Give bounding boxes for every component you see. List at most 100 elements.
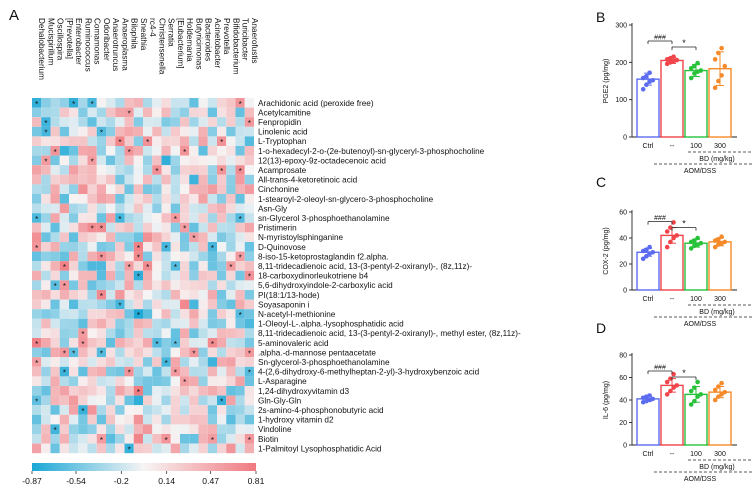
heatmap-cell (189, 232, 199, 242)
heatmap-cell (96, 270, 106, 281)
heatmap-cell (170, 290, 180, 300)
heatmap-cell (226, 184, 236, 194)
heatmap-cell (244, 357, 254, 367)
heatmap-cell (115, 309, 125, 319)
heatmap-cell (180, 155, 190, 166)
heatmap-cell (69, 146, 79, 156)
heatmap-cell (161, 366, 171, 377)
heatmap-cell (69, 318, 79, 329)
data-point (719, 45, 724, 51)
heatmap-cell (41, 270, 51, 281)
y-tick-label: 0 (623, 135, 627, 142)
heatmap-cell (170, 98, 180, 108)
heatmap-cell (50, 357, 60, 367)
sig-label: * (682, 368, 686, 378)
heatmap-cell (152, 203, 162, 214)
significance-mark: * (165, 436, 168, 445)
significance-mark: * (174, 263, 177, 272)
heatmap-cell (96, 376, 106, 386)
heatmap-cell (69, 165, 79, 175)
heatmap-cell (78, 347, 88, 358)
heatmap-cell (106, 414, 116, 425)
heatmap-cell (143, 443, 153, 454)
heatmap-cell (189, 242, 199, 252)
heatmap-cell (32, 155, 42, 166)
heatmap-cell (170, 424, 180, 434)
heatmap-cell (106, 194, 116, 204)
heatmap-cell (161, 251, 171, 262)
heatmap-cell (161, 424, 171, 434)
heatmap-cell (180, 328, 190, 338)
heatmap-cell (226, 347, 236, 358)
significance-mark: * (174, 369, 177, 378)
heatmap-cell (115, 232, 125, 242)
heatmap-cell (124, 357, 134, 367)
heatmap-cell (235, 232, 245, 242)
metabolite-label: L-Tryptophan (258, 137, 307, 146)
data-point (644, 73, 649, 79)
data-point (647, 393, 652, 398)
heatmap-cell (32, 280, 42, 290)
heatmap-cell (235, 98, 245, 108)
heatmap-cell (235, 347, 245, 358)
significance-mark: * (100, 129, 103, 138)
heatmap-cell (41, 414, 51, 425)
heatmap-cell (207, 184, 217, 194)
significance-mark: * (137, 311, 140, 320)
heatmap-cell (69, 290, 79, 300)
heatmap-cell (78, 155, 88, 166)
heatmap-cell (198, 261, 208, 271)
heatmap-cell (41, 376, 51, 386)
data-point (695, 60, 700, 66)
heatmap-cell (124, 405, 134, 415)
heatmap-cell (152, 328, 162, 338)
heatmap-cell (226, 328, 236, 338)
heatmap-cell (124, 98, 134, 108)
heatmap-cell (124, 328, 134, 338)
heatmap-cell (198, 165, 208, 175)
heatmap-cell (69, 136, 79, 146)
metabolite-label: L-Asparagine (258, 377, 307, 386)
data-point (716, 78, 721, 84)
heatmap-cell (207, 232, 217, 242)
data-point (644, 253, 649, 259)
heatmap-cell (143, 232, 153, 242)
heatmap-cell (198, 434, 208, 444)
heatmap-cell (78, 136, 88, 146)
heatmap-cell (189, 213, 199, 223)
significance-mark: * (183, 225, 186, 234)
heatmap-cell (50, 155, 60, 166)
heatmap-cell (59, 98, 69, 108)
heatmap-cell (41, 126, 51, 137)
heatmap-cell (41, 98, 51, 108)
heatmap-cell (133, 194, 143, 204)
significance-mark: * (63, 369, 66, 378)
heatmap-cell (50, 395, 60, 406)
heatmap-cell (78, 222, 88, 233)
heatmap-cell (59, 222, 69, 233)
heatmap-cell (106, 98, 116, 108)
heatmap-cell (133, 232, 143, 242)
heatmap: Dehalobacterium Mucispirillum Oscillospira… (22, 18, 521, 486)
data-point (671, 371, 676, 377)
metabolite-label: Gln-Gly-Gln (258, 396, 302, 405)
heatmap-cell (143, 405, 153, 415)
heatmap-cell (96, 261, 106, 271)
heatmap-cell (217, 414, 227, 425)
heatmap-cell (217, 136, 227, 146)
y-tick-label: 300 (615, 23, 627, 30)
heatmap-cell (50, 347, 60, 358)
heatmap-cell (244, 434, 254, 444)
heatmap-cell (143, 338, 153, 348)
metabolite-label: sn-Glycerol 3-phosphoethanolamine (258, 214, 390, 223)
heatmap-cell (161, 184, 171, 194)
data-point (719, 392, 724, 397)
heatmap-cell (69, 232, 79, 242)
significance-mark: * (54, 426, 57, 435)
data-point (692, 385, 697, 390)
heatmap-cell (78, 203, 88, 214)
heatmap-cell (161, 357, 171, 367)
heatmap-cell (32, 194, 42, 204)
heatmap-cell (161, 117, 171, 127)
heatmap-cell (189, 117, 199, 127)
